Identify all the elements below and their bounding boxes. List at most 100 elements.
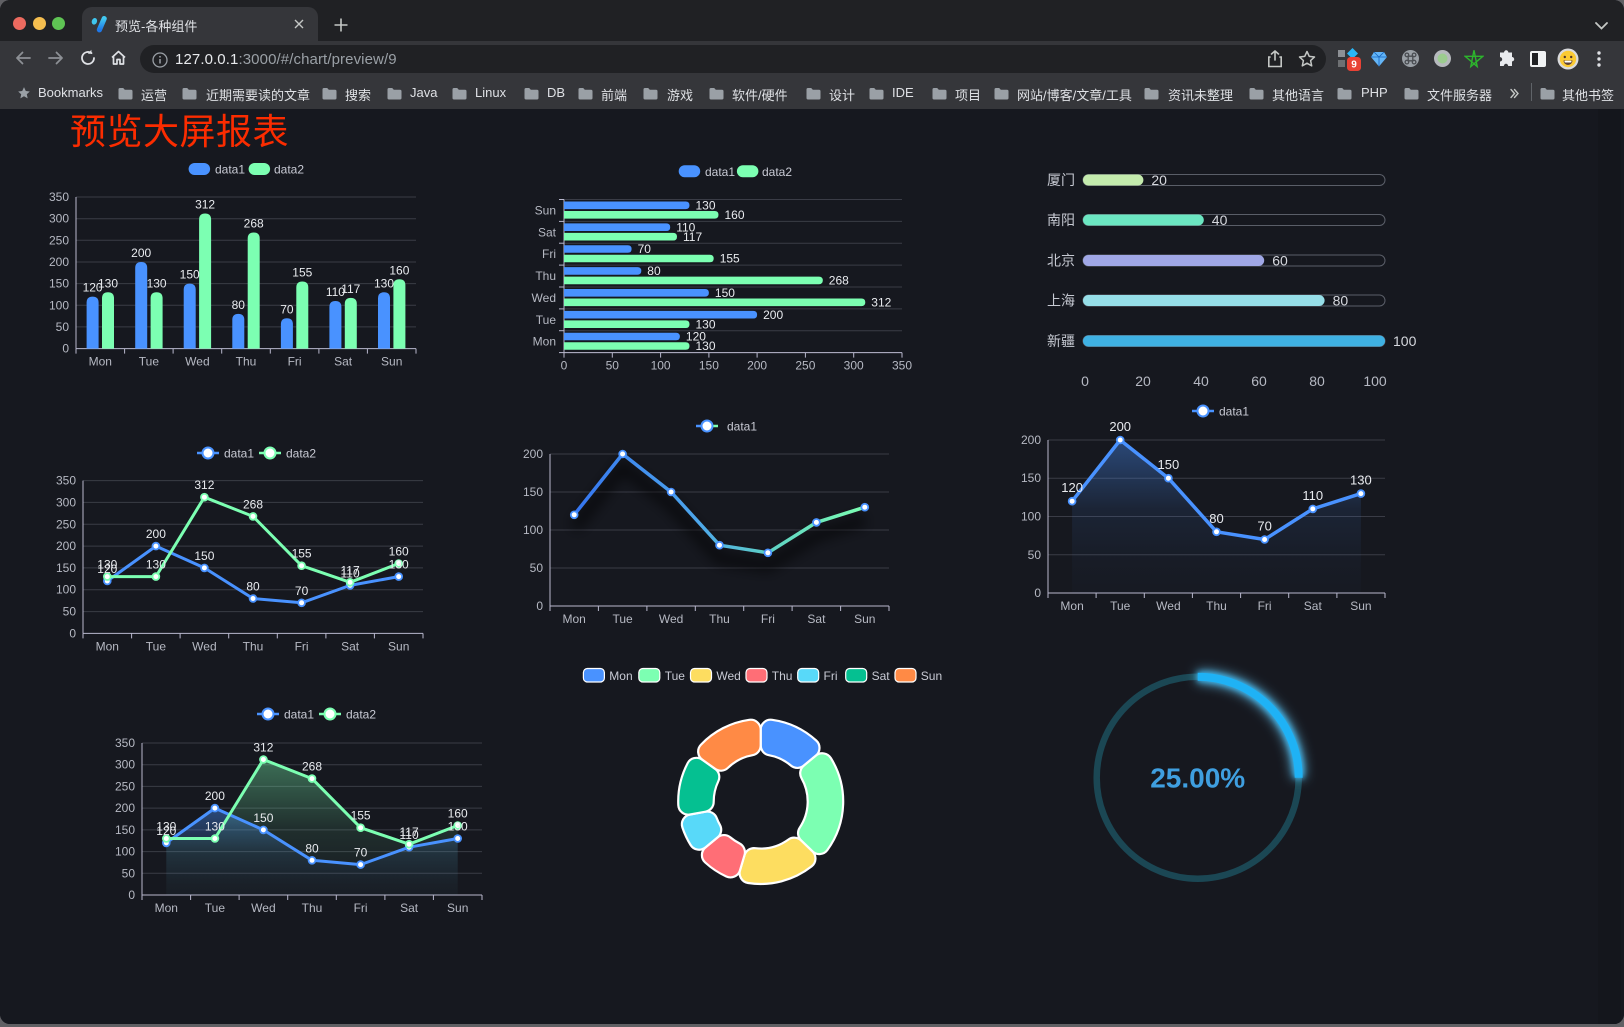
svg-text:70: 70 xyxy=(280,302,294,316)
svg-text:Thu: Thu xyxy=(709,612,730,626)
svg-text:data1: data1 xyxy=(215,163,245,177)
svg-text:110: 110 xyxy=(341,566,360,580)
svg-text:Thu: Thu xyxy=(1206,599,1227,613)
svg-text:155: 155 xyxy=(292,547,312,561)
svg-text:100: 100 xyxy=(651,359,671,373)
svg-text:data1: data1 xyxy=(224,447,254,461)
svg-text:Tue: Tue xyxy=(139,355,160,369)
svg-text:300: 300 xyxy=(56,495,76,509)
svg-text:40: 40 xyxy=(1193,373,1209,389)
svg-text:0: 0 xyxy=(62,342,69,356)
svg-text:160: 160 xyxy=(389,545,409,559)
svg-text:130: 130 xyxy=(448,820,468,834)
svg-text:150: 150 xyxy=(115,823,135,837)
svg-text:Tue: Tue xyxy=(665,669,686,683)
svg-text:Sat: Sat xyxy=(400,901,419,915)
svg-text:20: 20 xyxy=(1151,172,1167,188)
svg-text:80: 80 xyxy=(305,841,319,855)
svg-text:150: 150 xyxy=(1158,457,1180,472)
svg-text:110: 110 xyxy=(326,285,345,299)
svg-text:北京: 北京 xyxy=(1047,253,1075,269)
svg-text:Thu: Thu xyxy=(243,639,264,653)
svg-text:data1: data1 xyxy=(284,708,314,722)
svg-text:Wed: Wed xyxy=(251,901,275,915)
svg-text:70: 70 xyxy=(354,846,368,860)
svg-text:120: 120 xyxy=(686,330,706,344)
svg-text:200: 200 xyxy=(56,539,76,553)
svg-text:Tue: Tue xyxy=(536,313,557,327)
svg-text:Fri: Fri xyxy=(288,355,302,369)
svg-text:268: 268 xyxy=(302,760,322,774)
svg-text:0: 0 xyxy=(561,359,568,373)
svg-text:Tue: Tue xyxy=(1110,599,1131,613)
svg-text:100: 100 xyxy=(523,523,543,537)
svg-text:Sun: Sun xyxy=(381,355,402,369)
svg-text:312: 312 xyxy=(195,198,215,212)
svg-text:150: 150 xyxy=(180,268,200,282)
svg-text:130: 130 xyxy=(146,558,166,572)
svg-text:130: 130 xyxy=(389,558,409,572)
svg-text:Sun: Sun xyxy=(447,901,468,915)
svg-text:Wed: Wed xyxy=(1156,599,1180,613)
svg-text:data1: data1 xyxy=(705,165,735,179)
svg-text:Mon: Mon xyxy=(563,612,586,626)
svg-text:南阳: 南阳 xyxy=(1047,212,1075,228)
svg-text:Mon: Mon xyxy=(609,669,632,683)
svg-text:Fri: Fri xyxy=(295,639,309,653)
svg-text:200: 200 xyxy=(49,255,69,269)
svg-text:Sun: Sun xyxy=(921,669,942,683)
svg-text:130: 130 xyxy=(156,820,176,834)
svg-text:150: 150 xyxy=(56,561,76,575)
svg-text:200: 200 xyxy=(523,447,543,461)
svg-text:0: 0 xyxy=(1081,373,1089,389)
svg-text:155: 155 xyxy=(351,809,371,823)
svg-text:200: 200 xyxy=(115,801,135,815)
svg-text:Mon: Mon xyxy=(155,901,178,915)
svg-text:160: 160 xyxy=(389,263,409,277)
svg-text:Wed: Wed xyxy=(716,669,740,683)
svg-text:80: 80 xyxy=(1209,511,1223,526)
svg-text:312: 312 xyxy=(194,478,214,492)
svg-text:data2: data2 xyxy=(286,447,316,461)
svg-text:50: 50 xyxy=(1028,548,1042,562)
svg-text:data1: data1 xyxy=(1219,405,1249,419)
svg-text:Wed: Wed xyxy=(532,291,556,305)
svg-text:110: 110 xyxy=(400,828,419,842)
svg-text:Fri: Fri xyxy=(354,901,368,915)
svg-text:Tue: Tue xyxy=(205,901,226,915)
svg-text:Mon: Mon xyxy=(1060,599,1083,613)
svg-text:Wed: Wed xyxy=(185,355,209,369)
svg-text:268: 268 xyxy=(243,497,263,511)
svg-text:Tue: Tue xyxy=(146,639,167,653)
svg-text:350: 350 xyxy=(56,474,76,488)
svg-text:130: 130 xyxy=(147,276,167,290)
svg-text:312: 312 xyxy=(871,296,891,310)
svg-text:100: 100 xyxy=(1363,373,1387,389)
svg-text:Fri: Fri xyxy=(761,612,775,626)
svg-text:150: 150 xyxy=(49,277,69,291)
svg-text:130: 130 xyxy=(98,276,118,290)
svg-text:50: 50 xyxy=(530,561,544,575)
svg-text:250: 250 xyxy=(49,233,69,247)
svg-text:0: 0 xyxy=(128,888,135,902)
svg-text:Sat: Sat xyxy=(1304,599,1323,613)
svg-text:100: 100 xyxy=(1393,333,1417,349)
svg-text:100: 100 xyxy=(49,298,69,312)
svg-text:200: 200 xyxy=(763,308,783,322)
svg-text:Thu: Thu xyxy=(772,669,793,683)
svg-text:200: 200 xyxy=(205,789,225,803)
svg-text:50: 50 xyxy=(63,605,77,619)
svg-text:150: 150 xyxy=(715,286,735,300)
svg-text:80: 80 xyxy=(246,580,260,594)
svg-text:130: 130 xyxy=(205,820,225,834)
svg-text:120: 120 xyxy=(83,281,103,295)
svg-text:Sat: Sat xyxy=(334,355,353,369)
svg-text:350: 350 xyxy=(49,190,69,204)
svg-text:上海: 上海 xyxy=(1047,293,1075,309)
svg-text:150: 150 xyxy=(1021,471,1041,485)
svg-text:25.00%: 25.00% xyxy=(1150,763,1245,794)
svg-text:Wed: Wed xyxy=(192,639,216,653)
svg-text:Tue: Tue xyxy=(612,612,633,626)
svg-text:Fri: Fri xyxy=(1258,599,1272,613)
svg-text:Sun: Sun xyxy=(388,639,409,653)
